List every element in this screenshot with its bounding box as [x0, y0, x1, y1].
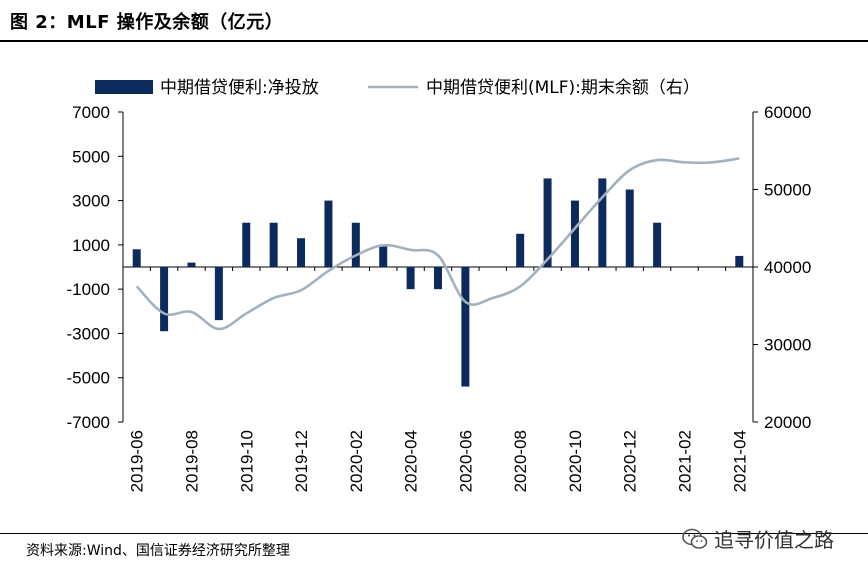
bar-2020-05 [434, 267, 442, 290]
bar-2019-12 [297, 238, 306, 267]
x-tick-label: 2021-04 [730, 430, 749, 492]
balance-line [135, 157, 740, 331]
bar-2020-11 [598, 178, 607, 267]
legend-bar-swatch [95, 80, 153, 94]
x-tick-label: 2020-08 [511, 430, 530, 492]
y-left-tick-label: -3000 [67, 324, 110, 343]
y-left-tick-label: -7000 [67, 413, 110, 432]
source-note: 资料来源:Wind、国信证券经济研究所整理 [26, 543, 290, 559]
bar-series [132, 178, 744, 387]
y-left-tick-label: 5000 [72, 147, 110, 166]
bar-2019-08 [187, 262, 196, 267]
x-tick-label: 2019-06 [128, 430, 147, 492]
x-tick-label: 2019-12 [292, 430, 311, 492]
x-tick-label: 2020-12 [621, 430, 640, 492]
bar-2019-06 [132, 249, 141, 267]
y-left-tick-label: 3000 [72, 192, 110, 211]
footer-rule [0, 533, 868, 534]
bar-2020-03 [379, 244, 388, 267]
bar-2020-09 [543, 178, 552, 267]
bar-2019-07 [160, 267, 169, 332]
wechat-icon [682, 528, 708, 549]
x-tick-label: 2019-10 [237, 430, 256, 492]
bar-2019-09 [214, 267, 223, 321]
chart: 7000 5000 3000 1000 -1000 -3000 -5000 -7000 6000… [67, 78, 812, 492]
x-tick-label: 2020-04 [402, 430, 421, 492]
bar-2020-10 [570, 200, 579, 267]
y-left-tick-label: 1000 [72, 236, 110, 255]
bar-2019-10 [242, 222, 251, 267]
watermark: 追寻价值之路 [682, 524, 834, 553]
x-tick-label: 2020-10 [566, 430, 585, 492]
y-right-tick-label: 60000 [764, 103, 811, 122]
title-rule [0, 40, 868, 42]
y-right-tick-label: 40000 [764, 258, 811, 277]
line-series [135, 157, 740, 331]
legend-line-label: 中期借贷便利(MLF):期末余额（右） [426, 78, 700, 98]
bar-2020-08 [516, 233, 525, 267]
legend-bar-label: 中期借贷便利:净投放 [160, 78, 319, 98]
y-left-tick-label: 7000 [72, 103, 110, 122]
x-tick-label: 2019-08 [182, 430, 201, 492]
x-tick-label: 2020-06 [456, 430, 475, 492]
y-right-tick-label: 50000 [764, 181, 811, 200]
bar-2021-01 [653, 222, 662, 267]
figure-title: 图 2：MLF 操作及余额（亿元） [10, 12, 284, 33]
bar-2019-11 [269, 222, 278, 267]
bar-2020-06 [461, 267, 470, 387]
y-right-tick-label: 20000 [764, 413, 811, 432]
bar-2020-02 [351, 222, 360, 267]
bar-2021-04 [735, 255, 744, 267]
watermark-text: 追寻价值之路 [714, 528, 834, 552]
bar-2020-04 [406, 267, 415, 290]
y-left-tick-label: -1000 [67, 280, 110, 299]
x-tick-label: 2021-02 [676, 430, 695, 492]
chart-legend: 中期借贷便利:净投放 中期借贷便利(MLF):期末余额（右） [95, 78, 700, 98]
chart-axes: 7000 5000 3000 1000 -1000 -3000 -5000 -7000 6000… [67, 103, 812, 492]
y-left-tick-label: -5000 [67, 369, 110, 388]
x-tick-label: 2020-02 [347, 430, 366, 492]
bar-2020-12 [625, 189, 634, 267]
y-right-tick-label: 30000 [764, 336, 811, 355]
bar-2020-01 [324, 200, 333, 267]
